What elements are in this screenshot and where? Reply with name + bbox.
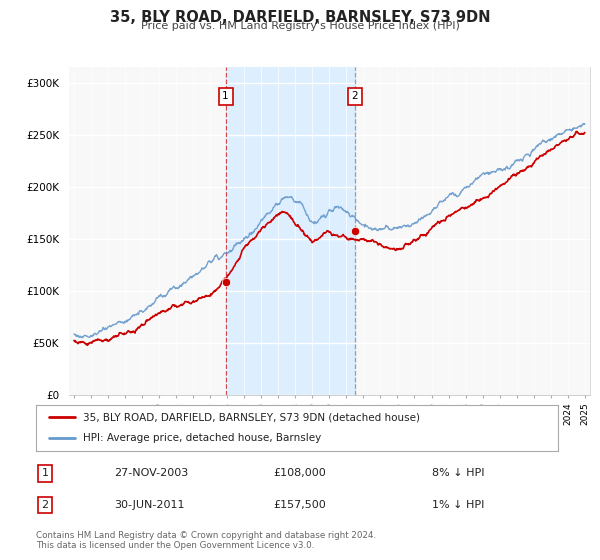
Text: 35, BLY ROAD, DARFIELD, BARNSLEY, S73 9DN (detached house): 35, BLY ROAD, DARFIELD, BARNSLEY, S73 9D… (83, 412, 420, 422)
Text: Price paid vs. HM Land Registry's House Price Index (HPI): Price paid vs. HM Land Registry's House … (140, 21, 460, 31)
Text: HPI: Average price, detached house, Barnsley: HPI: Average price, detached house, Barn… (83, 433, 321, 444)
Text: £108,000: £108,000 (274, 468, 326, 478)
Text: 2: 2 (41, 500, 49, 510)
Text: 1: 1 (41, 468, 49, 478)
Text: 2: 2 (352, 91, 358, 101)
Text: 35, BLY ROAD, DARFIELD, BARNSLEY, S73 9DN: 35, BLY ROAD, DARFIELD, BARNSLEY, S73 9D… (110, 10, 490, 25)
Text: 1: 1 (222, 91, 229, 101)
Text: 1% ↓ HPI: 1% ↓ HPI (432, 500, 484, 510)
Text: £157,500: £157,500 (274, 500, 326, 510)
Text: Contains HM Land Registry data © Crown copyright and database right 2024.
This d: Contains HM Land Registry data © Crown c… (36, 531, 376, 550)
Text: 27-NOV-2003: 27-NOV-2003 (114, 468, 188, 478)
Text: 8% ↓ HPI: 8% ↓ HPI (432, 468, 485, 478)
Text: 30-JUN-2011: 30-JUN-2011 (114, 500, 185, 510)
Bar (226, 67, 355, 395)
